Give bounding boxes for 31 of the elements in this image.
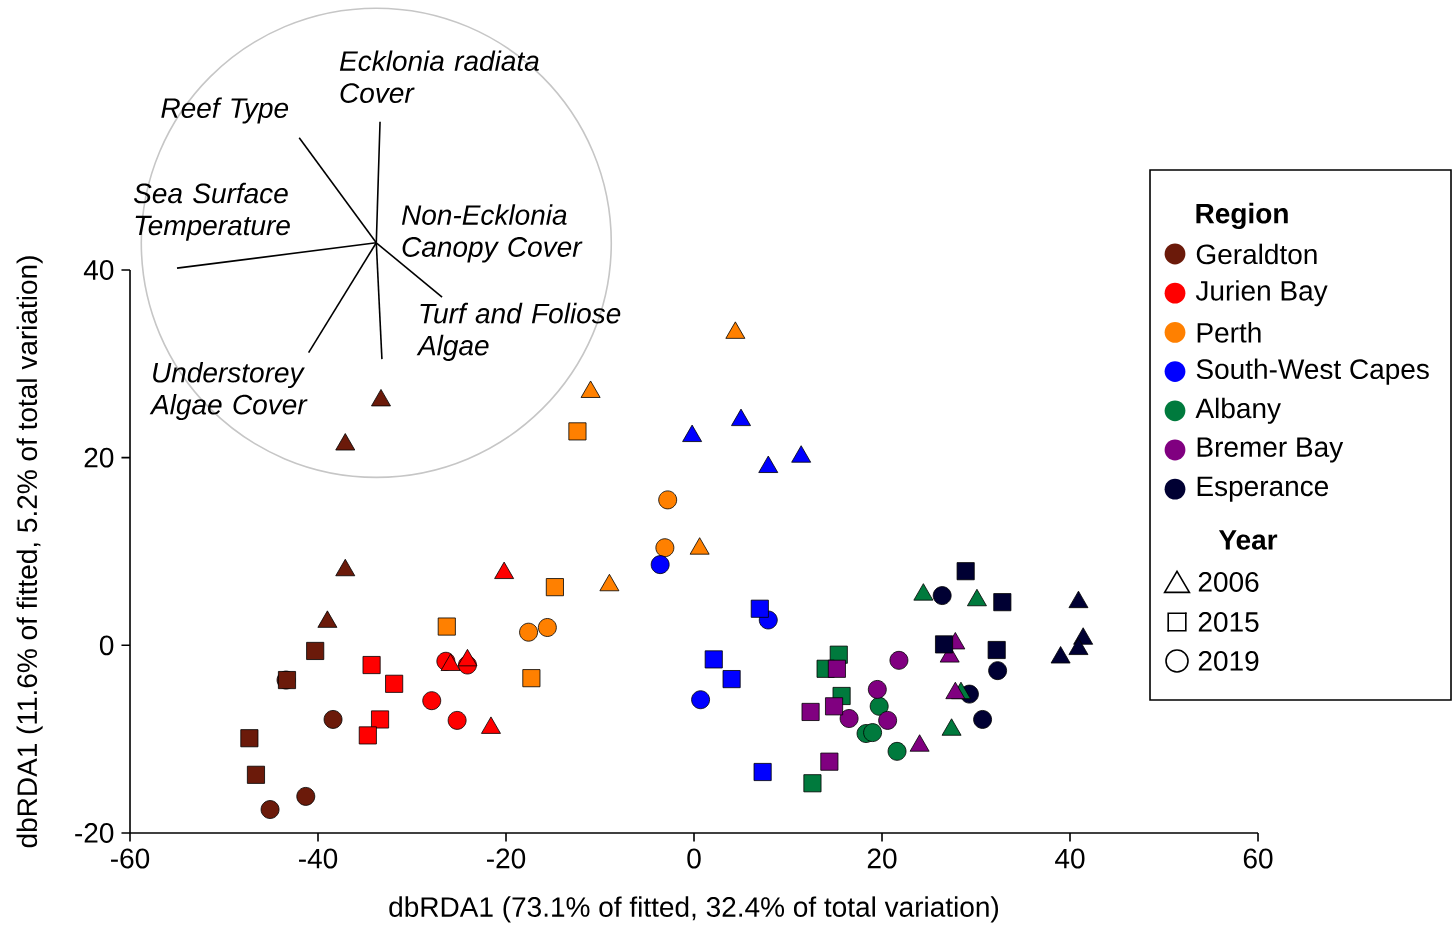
annotation: 2006 <box>1198 572 1259 592</box>
y-tick-label: 0 <box>99 635 114 656</box>
x-tick-label: -60 <box>111 848 150 869</box>
annotation: Understorey Algae Cover <box>149 361 308 421</box>
legend-label: Albany <box>1195 397 1281 424</box>
x-tick-label: -20 <box>487 848 526 869</box>
annotation: Turf and Foliose Algae <box>416 302 621 361</box>
legend-title: Region <box>1196 202 1288 230</box>
x-tick-label: 0 <box>687 848 701 869</box>
legend-label: South-West Capes <box>1196 358 1429 385</box>
y-tick-label: 40 <box>83 260 114 280</box>
legend-label: Esperance <box>1197 476 1329 502</box>
annotation: 2019 <box>1198 651 1259 671</box>
legend-label: Perth <box>1197 322 1261 343</box>
y-tick-label: -20 <box>75 823 114 843</box>
text: Ecklonia radiata Cover <box>339 50 539 103</box>
annotation: Year <box>1218 530 1278 550</box>
x-axis-title: dbRDA1 (73.1% of fitted, 32.4% of total variation) <box>389 896 999 923</box>
x-tick-label: 20 <box>867 848 897 869</box>
y-axis-title: dbRDA1 (11.6% of fitted, 5.2% of total variation) <box>16 256 43 848</box>
legend-label: Jurien Bay <box>1195 280 1328 307</box>
y-tick-label: 20 <box>84 447 114 468</box>
text: Non-Ecklonia Canopy Cover <box>401 204 583 263</box>
text: Reef Type <box>161 97 289 124</box>
x-tick-label: -40 <box>299 848 338 869</box>
x-tick-label: 60 <box>1243 848 1273 869</box>
legend-label: Bremer Bay <box>1197 437 1344 463</box>
annotation: 2015 <box>1198 612 1259 632</box>
x-tick-label: 40 <box>1055 848 1085 869</box>
text: Sea Surface Temperature <box>133 182 290 241</box>
legend-label: Geraldton <box>1196 243 1317 265</box>
